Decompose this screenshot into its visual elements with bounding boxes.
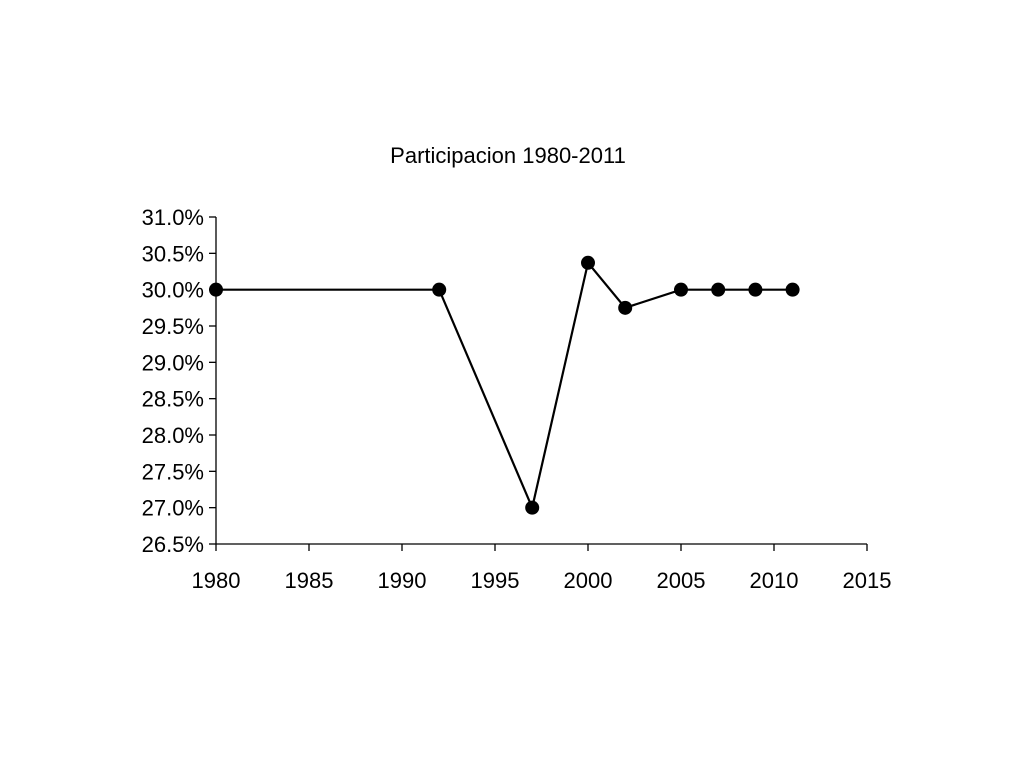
data-point: [432, 282, 447, 297]
data-point: [748, 282, 763, 297]
data-point: [785, 282, 800, 297]
y-tick-label: 29.0%: [142, 350, 204, 375]
y-tick-label: 28.0%: [142, 423, 204, 448]
x-tick-label: 1980: [192, 568, 241, 593]
data-point: [209, 282, 223, 297]
x-tick-label: 1990: [378, 568, 427, 593]
y-tick-label: 27.5%: [142, 459, 204, 484]
series-layer: [209, 255, 800, 515]
data-point: [525, 500, 540, 515]
x-tick-label: 2010: [750, 568, 799, 593]
data-point: [618, 300, 633, 315]
axes: 26.5% 27.0% 27.5% 28.0% 28.5% 29.0% 29.5% 30.0%…: [142, 205, 892, 593]
x-tick-label: 1985: [285, 568, 334, 593]
chart-title: Participacion 1980-2011: [390, 143, 626, 168]
y-tick-label: 30.0%: [142, 278, 204, 303]
data-point: [711, 282, 726, 297]
x-tick-label: 1995: [471, 568, 520, 593]
y-tick-label: 26.5%: [142, 532, 204, 557]
x-tick-label: 2015: [843, 568, 892, 593]
data-point: [674, 282, 688, 297]
y-tick-label: 31.0%: [142, 205, 204, 230]
y-tick-label: 29.5%: [142, 314, 204, 339]
data-point: [581, 255, 595, 270]
y-tick-label: 27.0%: [142, 496, 204, 521]
x-tick-label: 2000: [564, 568, 613, 593]
series-line: [216, 260, 793, 512]
y-tick-label: 30.5%: [142, 241, 204, 266]
y-tick-label: 28.5%: [142, 387, 204, 412]
x-tick-label: 2005: [657, 568, 706, 593]
